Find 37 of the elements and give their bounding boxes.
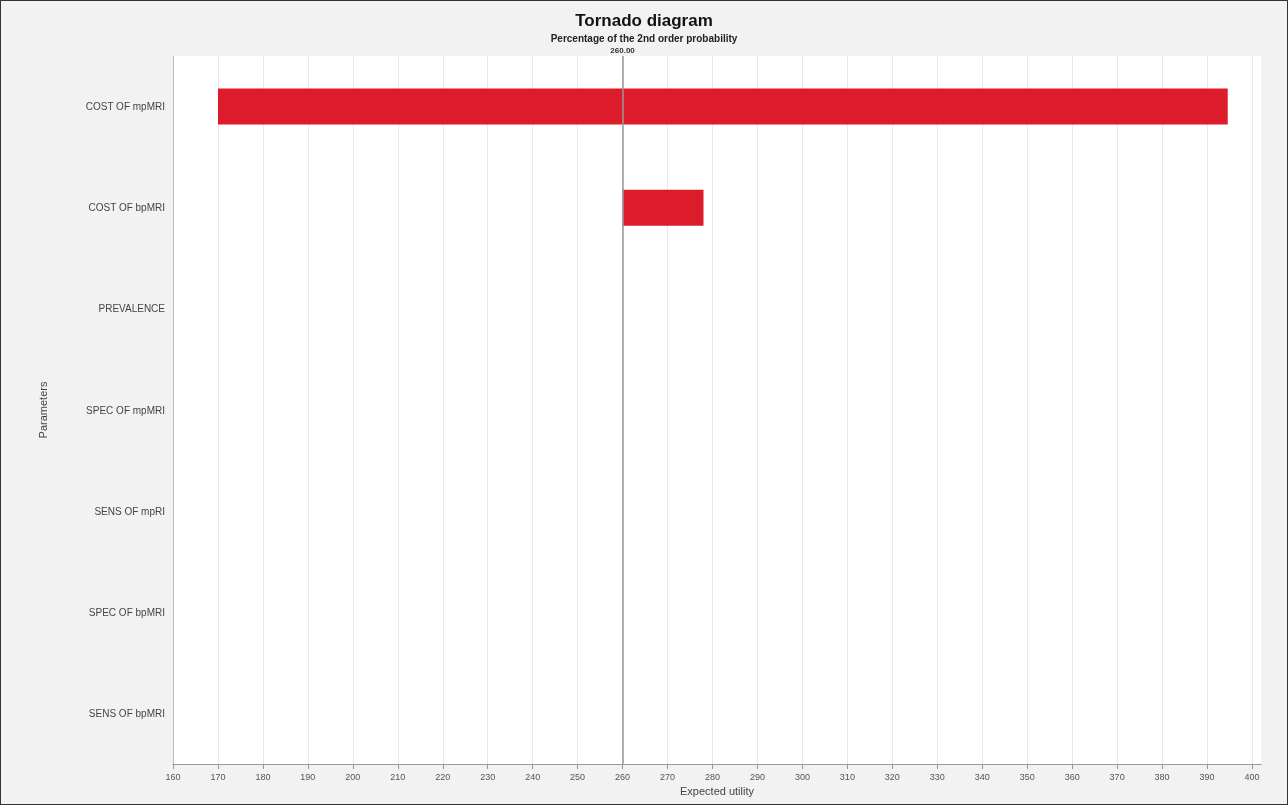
- y-tick-label: SPEC OF mpMRI: [86, 404, 165, 416]
- y-tick-label: COST OF mpMRI: [85, 101, 165, 113]
- y-tick-label: SPEC OF bpMRI: [88, 606, 165, 618]
- x-tick-label: 230: [480, 771, 496, 782]
- x-tick-label: 160: [165, 771, 181, 782]
- x-tick-label: 360: [1064, 771, 1080, 782]
- chart-title: Tornado diagram: [575, 11, 713, 30]
- y-tick-label: COST OF bpMRI: [88, 202, 165, 214]
- x-tick-label: 370: [1109, 771, 1125, 782]
- x-tick-label: 400: [1244, 771, 1260, 782]
- x-tick-label: 330: [929, 771, 945, 782]
- x-tick-label: 290: [749, 771, 765, 782]
- x-tick-label: 320: [884, 771, 900, 782]
- x-tick-label: 270: [660, 771, 676, 782]
- x-tick-label: 340: [974, 771, 990, 782]
- x-tick-label: 260: [615, 771, 631, 782]
- y-tick-label: PREVALENCE: [98, 303, 166, 315]
- x-tick-label: 350: [1019, 771, 1035, 782]
- x-tick-label: 170: [210, 771, 226, 782]
- y-tick-label: SENS OF bpMRI: [88, 707, 165, 719]
- x-tick-label: 300: [794, 771, 810, 782]
- x-tick-label: 390: [1199, 771, 1215, 782]
- y-tick-label: SENS OF mpRI: [94, 505, 165, 517]
- x-tick-label: 280: [704, 771, 721, 782]
- x-tick-label: 250: [570, 771, 586, 782]
- chart-subtitle: Percentage of the 2nd order probability: [550, 32, 738, 44]
- x-tick-label: 240: [525, 771, 541, 782]
- x-axis-title: Expected utility: [680, 785, 755, 798]
- x-tick-label: 200: [345, 771, 361, 782]
- ref-line-label: 260.00: [610, 45, 636, 55]
- y-axis-title: Parameters: [36, 381, 49, 439]
- x-tick-label: 180: [255, 771, 271, 782]
- x-tick-label: 220: [435, 771, 451, 782]
- x-tick-label: 210: [390, 771, 406, 782]
- x-tick-label: 380: [1154, 771, 1170, 782]
- x-tick-label: 310: [839, 771, 855, 782]
- x-tick-label: 190: [300, 771, 316, 782]
